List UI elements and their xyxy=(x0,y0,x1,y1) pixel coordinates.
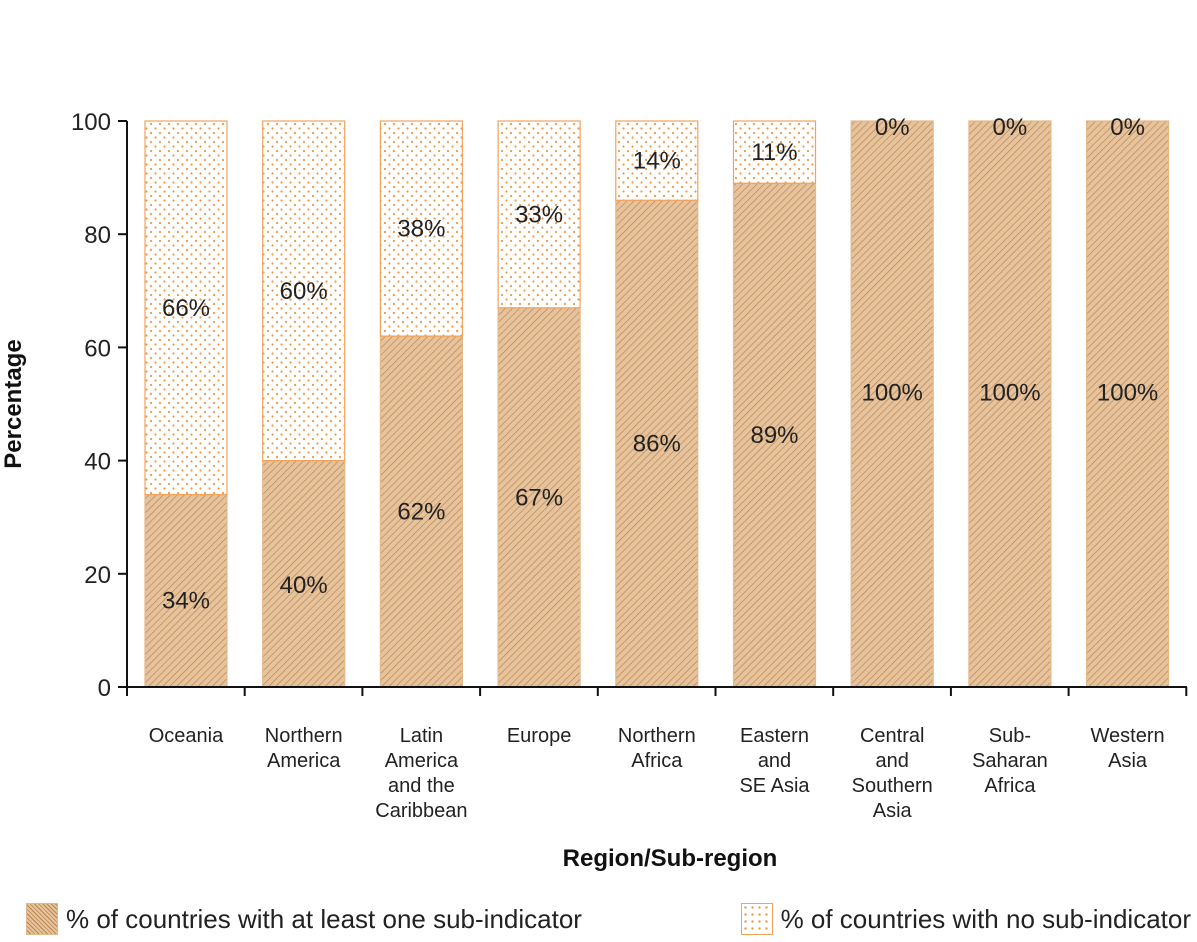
category-label-6: Eastern and SE Asia xyxy=(739,725,810,797)
y-axis-title: Percentage xyxy=(0,339,27,468)
data-label-no-sub-indicator-3: 38% xyxy=(397,216,445,243)
category-label-line: Eastern xyxy=(740,725,809,747)
category-label-line: Caribbean xyxy=(375,800,467,822)
data-label-at-least-one-2: 40% xyxy=(280,572,328,599)
y-tick-label-100: 100 xyxy=(71,109,111,136)
bar-at-least-one-3 xyxy=(379,335,463,688)
category-label-line: America xyxy=(385,750,459,772)
category-label-line: Central xyxy=(860,725,924,747)
data-label-at-least-one-4: 67% xyxy=(515,484,563,511)
bar-no-sub-indicator-4 xyxy=(497,120,581,309)
legend-label-at-least-one: % of countries with at least one sub-ind… xyxy=(66,903,582,934)
category-label-line: Oceania xyxy=(149,725,224,747)
bar-at-least-one-9 xyxy=(1085,120,1170,688)
legend-swatch-dotted xyxy=(740,903,773,935)
data-label-at-least-one-3: 62% xyxy=(397,499,445,526)
category-label-line: America xyxy=(267,750,341,772)
category-label-8: Sub- Saharan Africa xyxy=(972,725,1048,797)
category-label-line: Northern xyxy=(265,725,343,747)
bar-no-sub-indicator-2 xyxy=(262,120,346,462)
category-label-line: Saharan xyxy=(972,750,1048,772)
data-label-at-least-one-1: 34% xyxy=(162,587,210,614)
legend-item-none: % of countries with no sub-indicator xyxy=(740,903,1191,935)
data-label-no-sub-indicator-4: 33% xyxy=(515,201,563,228)
stacked-bar-chart: 34% 66% Oceania 40% 60% Northern America 62% 38%… xyxy=(0,109,1188,872)
y-tick-label-20: 20 xyxy=(84,562,111,589)
data-label-at-least-one-5: 86% xyxy=(633,431,681,458)
data-label-no-sub-indicator-7: 0% xyxy=(875,114,910,141)
labels-layer: 34% 66% Oceania 40% 60% Northern America 62% 38%… xyxy=(0,109,1165,872)
x-axis-title: Region/Sub-region xyxy=(563,845,778,872)
legend-label-none: % of countries with no sub-indicator xyxy=(780,903,1191,934)
y-tick-label-40: 40 xyxy=(84,449,111,476)
category-label-line: Northern xyxy=(618,725,696,747)
data-label-at-least-one-7: 100% xyxy=(862,380,923,407)
category-label-line: Southern xyxy=(852,775,933,797)
legend-swatch-hatched xyxy=(26,903,58,935)
bar-at-least-one-7 xyxy=(850,120,934,688)
data-label-at-least-one-9: 100% xyxy=(1097,380,1158,407)
category-label-line: and xyxy=(758,750,791,772)
category-label-line: Europe xyxy=(507,725,572,747)
data-label-no-sub-indicator-9: 0% xyxy=(1110,114,1145,141)
y-tick-label-80: 80 xyxy=(84,222,111,249)
category-label-line: SE Asia xyxy=(739,775,810,797)
bar-no-sub-indicator-6 xyxy=(732,120,817,184)
category-label-line: Africa xyxy=(984,775,1036,797)
category-label-4: Europe xyxy=(507,725,572,747)
data-label-at-least-one-6: 89% xyxy=(750,422,798,449)
data-label-no-sub-indicator-6: 11% xyxy=(751,139,797,166)
category-label-3: Latin America and the Caribbean xyxy=(375,725,467,822)
data-label-no-sub-indicator-8: 0% xyxy=(993,114,1028,141)
bar-no-sub-indicator-5 xyxy=(615,120,699,201)
category-label-line: Western xyxy=(1091,725,1165,747)
category-label-line: Asia xyxy=(1108,750,1148,772)
category-label-line: Africa xyxy=(631,750,683,772)
category-label-7: Central and Southern Asia xyxy=(852,725,933,822)
category-label-line: Asia xyxy=(873,800,913,822)
category-label-line: Latin xyxy=(400,725,443,747)
legend: % of countries with at least one sub-ind… xyxy=(26,900,1191,938)
category-label-1: Oceania xyxy=(149,725,224,747)
bar-no-sub-indicator-1 xyxy=(144,120,228,496)
category-label-line: Sub- xyxy=(989,725,1031,747)
data-label-no-sub-indicator-1: 66% xyxy=(162,295,210,322)
y-tick-label-0: 0 xyxy=(98,675,111,702)
category-label-line: and the xyxy=(388,775,455,797)
data-label-no-sub-indicator-2: 60% xyxy=(280,278,328,305)
legend-item-at-least-one: % of countries with at least one sub-ind… xyxy=(26,903,582,935)
data-label-at-least-one-8: 100% xyxy=(979,380,1040,407)
bar-no-sub-indicator-3 xyxy=(379,120,463,337)
bar-at-least-one-6 xyxy=(732,182,817,688)
bars-layer xyxy=(144,120,1170,688)
y-tick-label-60: 60 xyxy=(84,335,111,362)
category-label-9: Western Asia xyxy=(1091,725,1165,772)
axes-layer xyxy=(118,120,1188,696)
category-label-5: Northern Africa xyxy=(618,725,696,772)
category-label-2: Northern America xyxy=(265,725,343,772)
data-label-no-sub-indicator-5: 14% xyxy=(633,148,681,175)
bar-at-least-one-8 xyxy=(968,120,1052,688)
bar-at-least-one-1 xyxy=(144,493,228,688)
category-label-line: and xyxy=(876,750,909,772)
